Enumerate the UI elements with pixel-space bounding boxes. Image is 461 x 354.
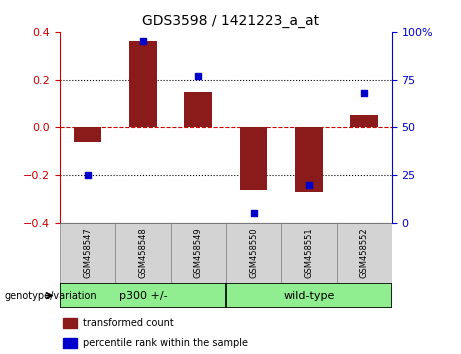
Point xyxy=(139,39,147,44)
Bar xyxy=(240,127,267,190)
Bar xyxy=(115,223,171,283)
Bar xyxy=(337,223,392,283)
Point xyxy=(84,172,91,178)
Bar xyxy=(281,223,337,283)
Bar xyxy=(350,115,378,127)
Bar xyxy=(74,127,101,142)
Point xyxy=(305,182,313,188)
Bar xyxy=(60,223,115,283)
Bar xyxy=(63,338,77,348)
Bar xyxy=(295,127,323,192)
Point xyxy=(250,211,257,216)
Text: GSM458547: GSM458547 xyxy=(83,228,92,279)
Bar xyxy=(129,41,157,127)
Text: GSM458548: GSM458548 xyxy=(138,228,148,279)
Text: GSM458550: GSM458550 xyxy=(249,228,258,279)
Text: transformed count: transformed count xyxy=(83,318,174,328)
Text: GSM458552: GSM458552 xyxy=(360,228,369,279)
Text: GSM458549: GSM458549 xyxy=(194,228,203,279)
Bar xyxy=(63,318,77,328)
Text: GSM458551: GSM458551 xyxy=(304,228,313,279)
Text: genotype/variation: genotype/variation xyxy=(5,291,97,301)
Bar xyxy=(226,223,281,283)
Text: GDS3598 / 1421223_a_at: GDS3598 / 1421223_a_at xyxy=(142,14,319,28)
Bar xyxy=(184,92,212,127)
Point xyxy=(361,90,368,96)
Text: percentile rank within the sample: percentile rank within the sample xyxy=(83,338,248,348)
Text: p300 +/-: p300 +/- xyxy=(118,291,167,301)
Bar xyxy=(171,223,226,283)
Point xyxy=(195,73,202,79)
Text: wild-type: wild-type xyxy=(283,291,335,301)
